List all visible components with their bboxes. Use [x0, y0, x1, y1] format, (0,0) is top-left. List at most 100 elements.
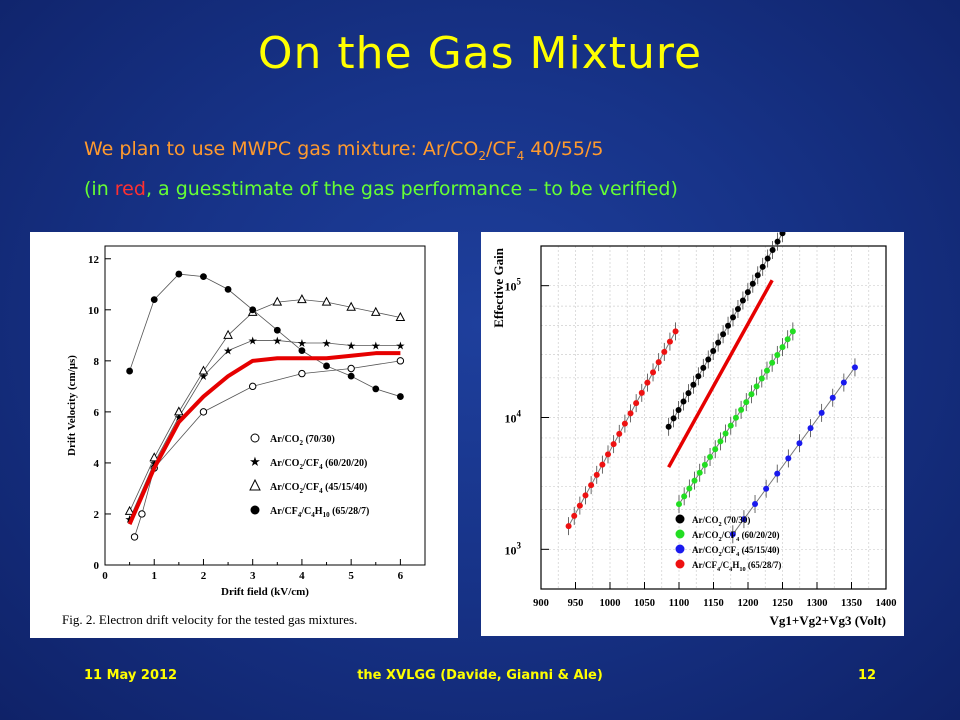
legend-label: Ar/CO2/CF4 (45/15/40) [270, 482, 367, 495]
data-point [851, 364, 858, 371]
data-point [130, 533, 139, 541]
data-point [297, 294, 307, 304]
data-point [754, 272, 761, 279]
x-tick-label: 1100 [669, 598, 689, 609]
y-tick-label: 8 [94, 356, 100, 368]
data-point [672, 328, 679, 335]
y-tick-label: 105 [505, 277, 522, 294]
data-point [272, 296, 283, 306]
data-point [224, 285, 232, 293]
y-tick-label: 104 [505, 409, 522, 426]
data-point [763, 367, 770, 374]
data-point [700, 364, 707, 371]
x-tick-label: 1350 [841, 598, 862, 609]
data-point [695, 373, 702, 380]
data-point [199, 408, 208, 416]
y-tick-label: 0 [94, 560, 100, 572]
x-axis-label: Vg1+Vg2+Vg3 (Volt) [769, 613, 886, 628]
y-tick-label: 10 [88, 305, 100, 317]
data-point [273, 326, 281, 334]
data-point [593, 471, 600, 478]
data-point [725, 322, 732, 329]
data-point [739, 297, 746, 304]
data-point [690, 381, 697, 388]
data-point [705, 356, 712, 363]
guesstimate-curve [127, 351, 401, 525]
footer-event: the XVLGG (Davide, Gianni & Ale) [357, 668, 603, 683]
y-tick-label: 103 [505, 540, 522, 557]
data-point [661, 348, 668, 355]
page-number: 12 [858, 668, 877, 683]
legend-label: Ar/CO2/CF4 (60/20/20) [270, 458, 367, 471]
x-tick-label: 1300 [807, 598, 828, 609]
data-point [730, 314, 736, 321]
data-point [712, 446, 719, 453]
footer-date: 11 May 2012 [84, 668, 178, 683]
data-point [749, 280, 756, 287]
data-point [779, 344, 786, 351]
data-point [655, 359, 662, 366]
y-tick-label: 2 [94, 509, 100, 521]
data-point [818, 409, 825, 416]
data-point [644, 379, 651, 386]
data-point [696, 469, 703, 476]
data-point [727, 422, 734, 429]
data-point [633, 400, 640, 407]
data-point [774, 351, 781, 358]
data-point [174, 406, 184, 416]
data-point [691, 477, 698, 484]
data-point [298, 347, 306, 355]
data-point [565, 523, 572, 530]
guesstimate-line [667, 279, 774, 469]
data-point: ★ [322, 338, 332, 350]
data-point [758, 375, 765, 382]
data-point [685, 390, 692, 397]
data-point [686, 485, 693, 492]
data-point [126, 367, 134, 375]
data-point [396, 393, 404, 400]
x-tick-label: 1400 [876, 598, 897, 609]
legend-label: Ar/CO2/CF4 (45/15/40) [692, 545, 780, 558]
data-point [769, 247, 776, 254]
x-tick-label: 2 [201, 570, 207, 582]
data-point: ★ [248, 335, 258, 347]
effective-gain-chart: 900 950 1000 1050 1100 1150 1200 1250 1300 1350 14… [491, 224, 897, 628]
data-point [124, 505, 135, 515]
x-tick-label: 900 [533, 598, 549, 609]
slide-title: On the Gas Mixture [257, 28, 703, 79]
data-point [779, 230, 786, 237]
data-point [248, 382, 257, 391]
data-point [763, 485, 770, 492]
legend-label: Ar/CO2 (70/30) [270, 434, 335, 447]
data-point [732, 414, 739, 421]
data-point: ★ [174, 412, 184, 424]
legend-label: Ar/CF4/C4H10 (65/28/7) [270, 506, 369, 519]
x-tick-label: 1 [151, 570, 157, 582]
data-point [734, 305, 741, 312]
data-point [707, 454, 714, 461]
data-point [759, 263, 766, 270]
y-axis-label: Effective Gain [491, 247, 506, 328]
legend-marker [250, 433, 260, 443]
data-point [198, 365, 209, 375]
y-axis-label: Drift Velocity (cm/μs) [66, 355, 78, 456]
data-point [789, 328, 796, 335]
data-point [621, 420, 628, 427]
data-point [729, 531, 736, 538]
drift-velocity-figure: 0 1 2 3 4 5 6 0 2 4 6 8 10 12 Drift field (kV/cm) Drift… [30, 232, 458, 638]
data-point [796, 440, 803, 447]
data-point [829, 394, 836, 401]
data-point [744, 289, 751, 296]
data-point [346, 301, 356, 311]
legend-label: Ar/CF4/C4H10 (65/28/7) [692, 560, 781, 573]
data-point [370, 306, 381, 316]
legend-marker [675, 559, 685, 569]
data-point [582, 492, 589, 499]
data-point: ★ [223, 346, 233, 358]
series-line-2 [129, 299, 401, 512]
legend-label: Ar/CO2 (70/30) [692, 515, 750, 528]
data-point: ★ [297, 338, 307, 350]
y-tick-label: 6 [94, 407, 100, 419]
y-tick-label: 4 [94, 458, 100, 470]
